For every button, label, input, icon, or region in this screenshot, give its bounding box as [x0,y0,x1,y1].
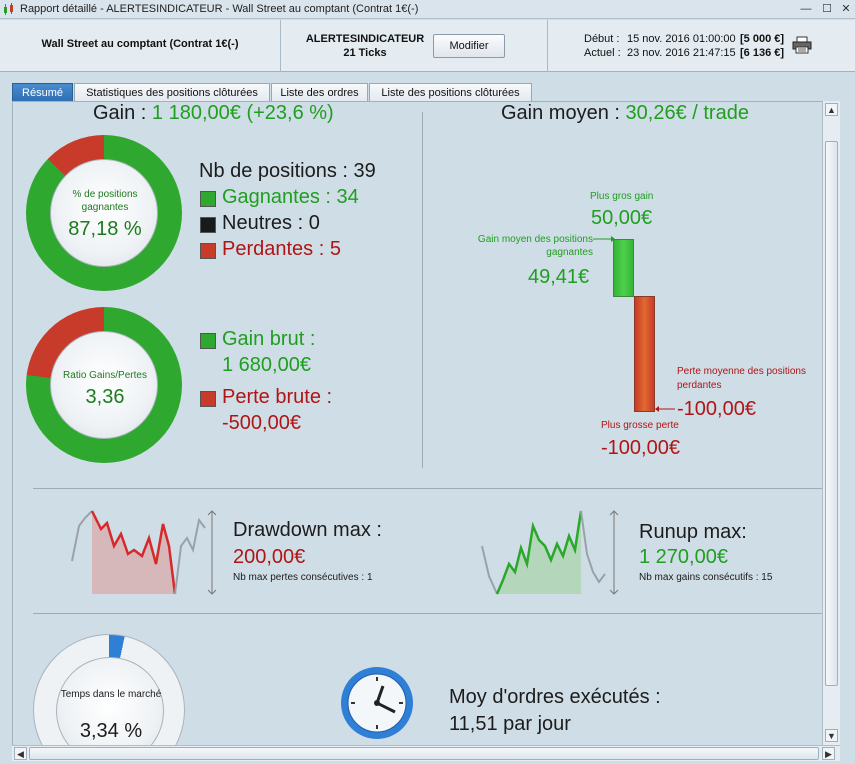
orders-value: 11,51 par jour [449,713,571,735]
window-title: Rapport détaillé - ALERTESINDICATEUR - W… [20,3,419,15]
losers-count: Perdantes : 5 [222,238,341,260]
app-icon [4,3,13,15]
start-label: Début : [584,33,620,45]
win-rate-value: 87,18 % [68,218,142,240]
avg-gain-title: Gain moyen : 30,26€ / trade [501,102,749,125]
drawdown-sub: Nb max pertes consécutives : 1 [233,572,373,583]
alert-cell [281,20,548,72]
biggest-gain-value: 50,00€ [591,207,653,229]
ratio-label: Ratio Gains/Pertes [63,370,147,381]
scroll-right-icon[interactable]: ▶ [822,747,835,760]
current-date: 23 nov. 2016 21:47:15 [627,47,736,59]
gain-label: Gain : [93,102,152,124]
alert-ticks: 21 Ticks [343,47,387,59]
win-rate-donut-center: % de positions gagnantes 87,18 % [50,159,158,267]
scroll-up-icon[interactable]: ▲ [825,103,838,116]
runup-label: Runup max: [639,521,747,543]
vertical-scrollbar[interactable]: ▲ ▼ [822,101,840,747]
biggest-loss-value: -100,00€ [601,437,680,459]
alert-name: ALERTESINDICATEUR [305,33,425,45]
instrument-name: Wall Street au comptant (Contrat 1€(-) [41,38,239,50]
minimize-icon[interactable]: — [800,3,812,15]
modify-button[interactable]: Modifier [433,34,505,58]
neutral-swatch [200,217,216,233]
scroll-down-icon[interactable]: ▼ [825,729,838,742]
scroll-left-icon[interactable]: ◀ [14,747,27,760]
start-date: 15 nov. 2016 01:00:00 [627,33,736,45]
winners-count: Gagnantes : 34 [222,186,359,208]
current-value: [6 136 €] [740,47,785,59]
horizontal-divider-1 [33,488,825,489]
drawdown-label: Drawdown max : [233,519,382,541]
ratio-donut-center: Ratio Gains/Pertes 3,36 [50,331,158,439]
vertical-divider [422,112,423,468]
gross-loss-value: -500,00€ [222,412,301,434]
vertical-scroll-thumb[interactable] [825,141,838,686]
avg-win-label: Gain moyen des positions gagnantes [477,234,593,258]
win-rate-donut: % de positions gagnantes 87,18 % [26,135,182,291]
ratio-value: 3,36 [85,386,125,408]
avg-loss-label: Perte moyenne des positions perdantes [677,366,806,391]
maximize-icon[interactable]: ☐ [822,3,832,15]
win-rate-label: % de positions gagnantes [72,189,138,213]
gross-loss-swatch [200,391,216,407]
printer-icon[interactable] [792,36,812,54]
gross-gain-value: 1 680,00€ [222,354,311,376]
positions-count: Nb de positions : 39 [199,160,376,182]
tab-summary[interactable]: Résumé [12,83,73,102]
gross-loss-label: Perte brute : [222,386,333,408]
avg-gain-label: Gain moyen : [501,102,626,124]
title-bar: Rapport détaillé - ALERTESINDICATEUR - W… [0,0,855,19]
tab-orders[interactable]: Liste des ordres [271,83,368,102]
runup-sub: Nb max gains consécutifs : 15 [639,572,773,583]
runup-value: 1 270,00€ [639,546,728,568]
instrument-cell [0,20,281,72]
avg-win-arrow-icon [593,236,615,242]
drawdown-value: 200,00€ [233,546,306,568]
gain-title: Gain : 1 180,00€ (+23,6 %) [93,102,334,125]
biggest-gain-label: Plus gros gain [590,191,654,202]
avg-win-value: 49,41€ [528,266,590,288]
market-time-donut-center: Temps dans le marché 3,34 % [56,657,164,746]
gain-value: 1 180,00€ (+23,6 %) [151,102,334,124]
avg-gain-value: 30,26€ / trade [625,102,749,124]
orders-label: Moy d'ordres exécutés : [449,686,661,708]
market-time-value: 3,34 % [79,720,143,742]
close-icon[interactable]: ✕ [841,3,851,15]
avg-loss-arrow-icon [655,406,675,412]
ratio-donut: Ratio Gains/Pertes 3,36 [26,307,182,463]
horizontal-scrollbar[interactable]: ◀ ▶ [12,745,840,761]
summary-panel: Gain : 1 180,00€ (+23,6 %) Gain moyen : … [12,101,840,747]
report-header: Wall Street au comptant (Contrat 1€(-) A… [0,20,855,72]
tab-closed-stats[interactable]: Statistiques des positions clôturées [74,83,270,102]
drawdown-sparkline-icon [71,510,217,595]
gross-gain-swatch [200,333,216,349]
runup-sparkline-icon [481,510,619,595]
gross-gain-label: Gain brut : [222,328,316,350]
avg-loss-value: -100,00€ [677,398,756,420]
avg-win-bar [613,239,634,297]
start-value: [5 000 €] [740,33,785,45]
clock-icon [341,667,413,739]
current-label: Actuel : [584,47,621,59]
horizontal-scroll-thumb[interactable] [29,747,819,760]
market-time-donut: Temps dans le marché 3,34 % [33,634,185,746]
avg-loss-bar [634,296,655,412]
losers-swatch [200,243,216,259]
market-time-label: Temps dans le marché [60,689,162,700]
horizontal-divider-2 [33,613,825,614]
neutral-count: Neutres : 0 [222,212,320,234]
biggest-loss-label: Plus grosse perte [601,420,679,431]
tab-closed-positions[interactable]: Liste des positions clôturées [369,83,532,102]
winners-swatch [200,191,216,207]
